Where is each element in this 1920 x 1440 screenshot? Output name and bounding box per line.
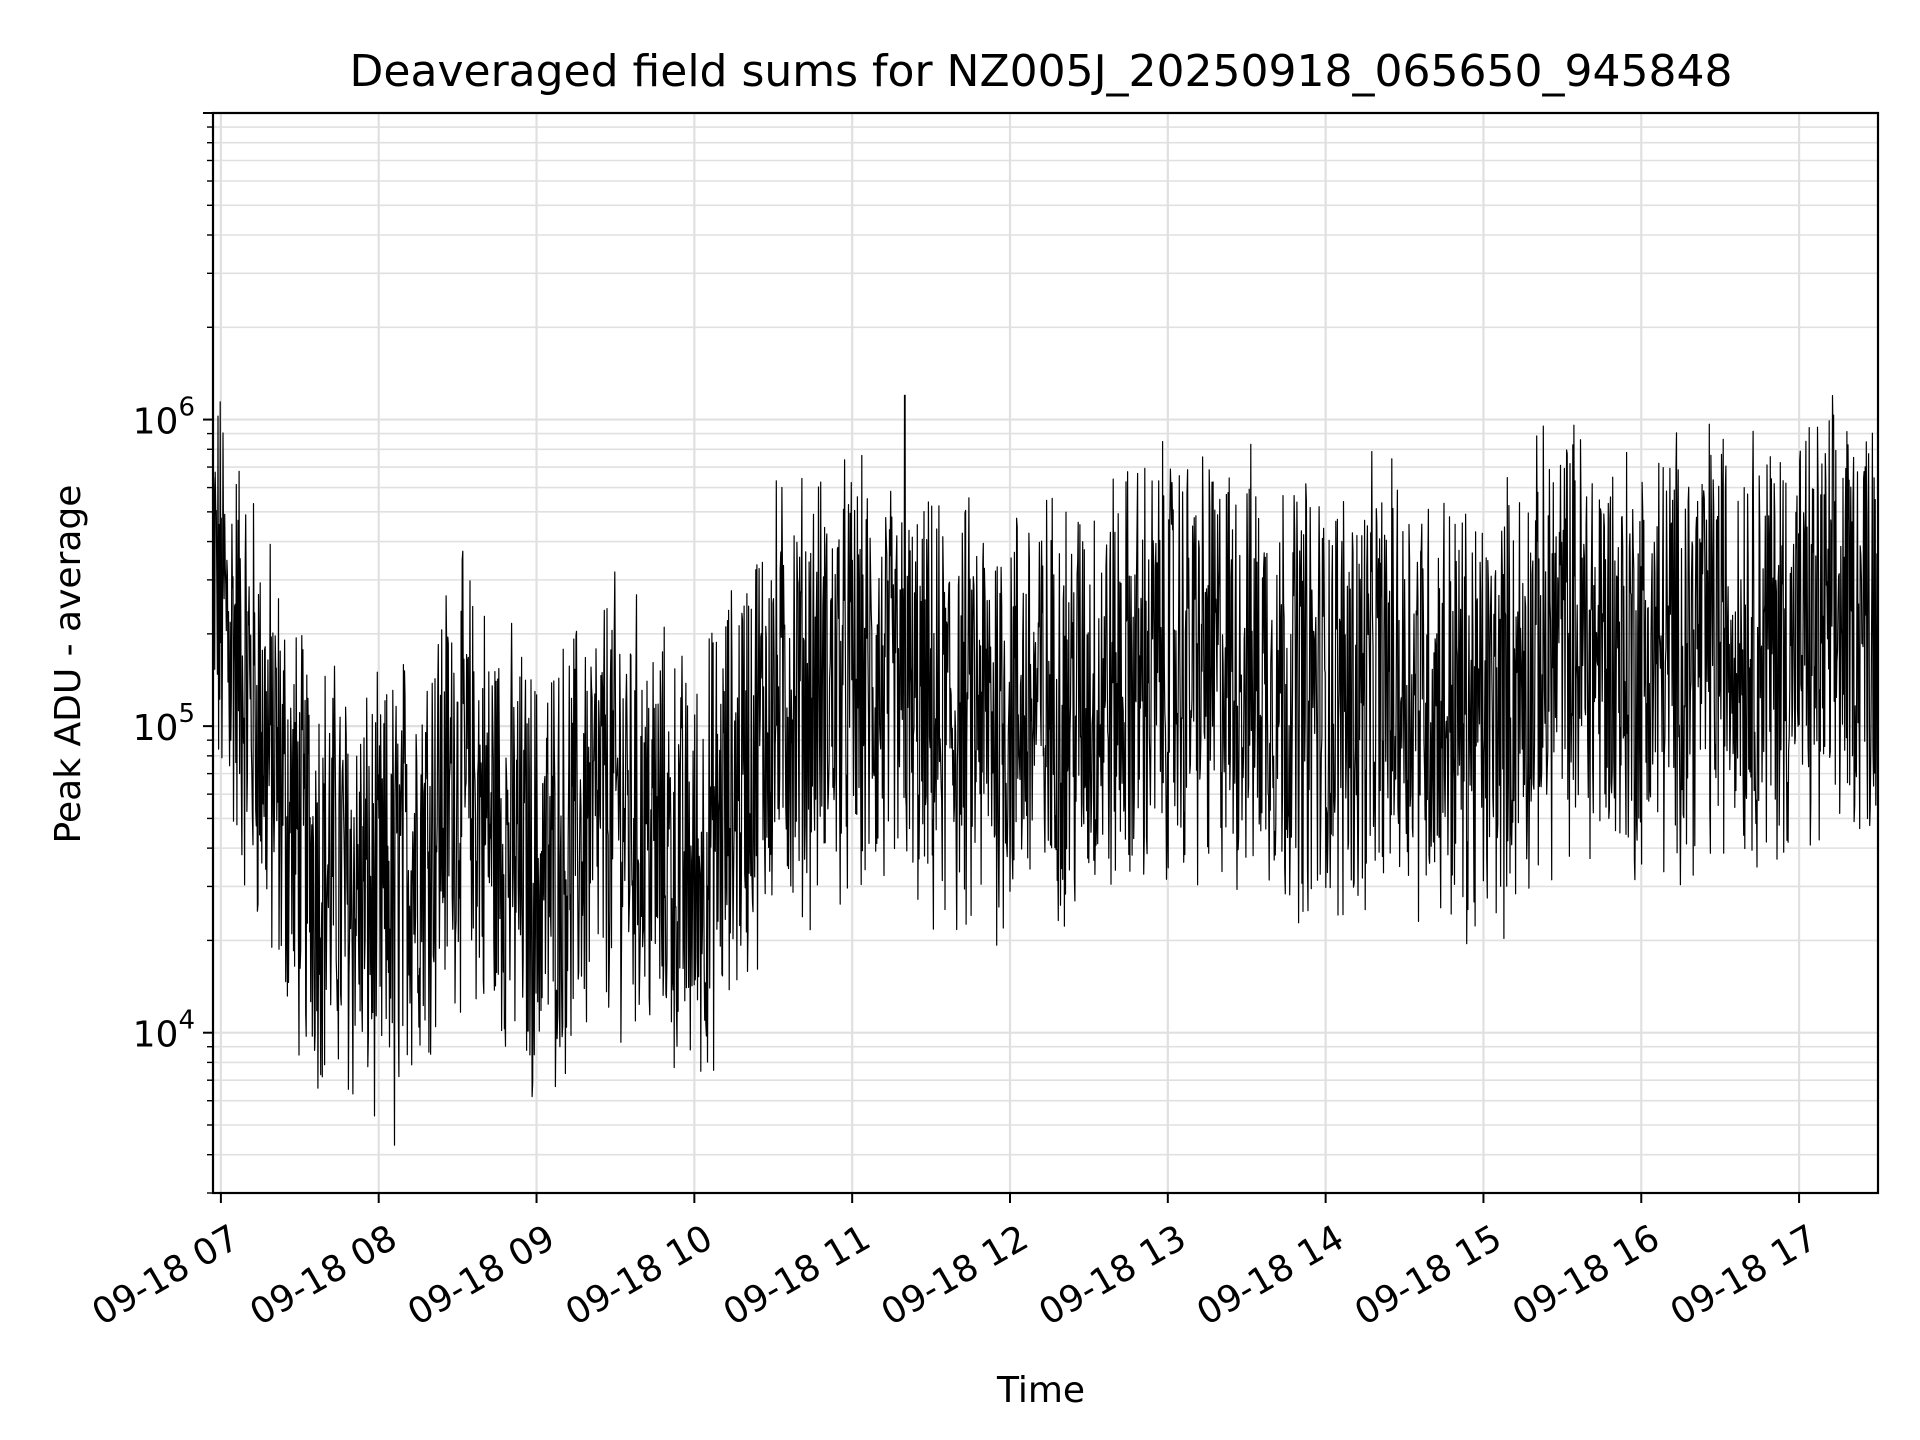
x-axis-label: Time — [996, 1370, 1085, 1411]
series-line — [212, 394, 1879, 1146]
y-tick-label: 105 — [133, 699, 195, 749]
chart-title: Deaveraged field sums for NZ005J_2025091… — [350, 46, 1733, 97]
y-tick-label: 104 — [133, 1006, 195, 1056]
y-axis-label: Peak ADU - average — [48, 485, 89, 844]
y-tick-label: 106 — [133, 393, 195, 443]
plot-frame — [211, 111, 1880, 1195]
series-lines — [212, 394, 1879, 1146]
